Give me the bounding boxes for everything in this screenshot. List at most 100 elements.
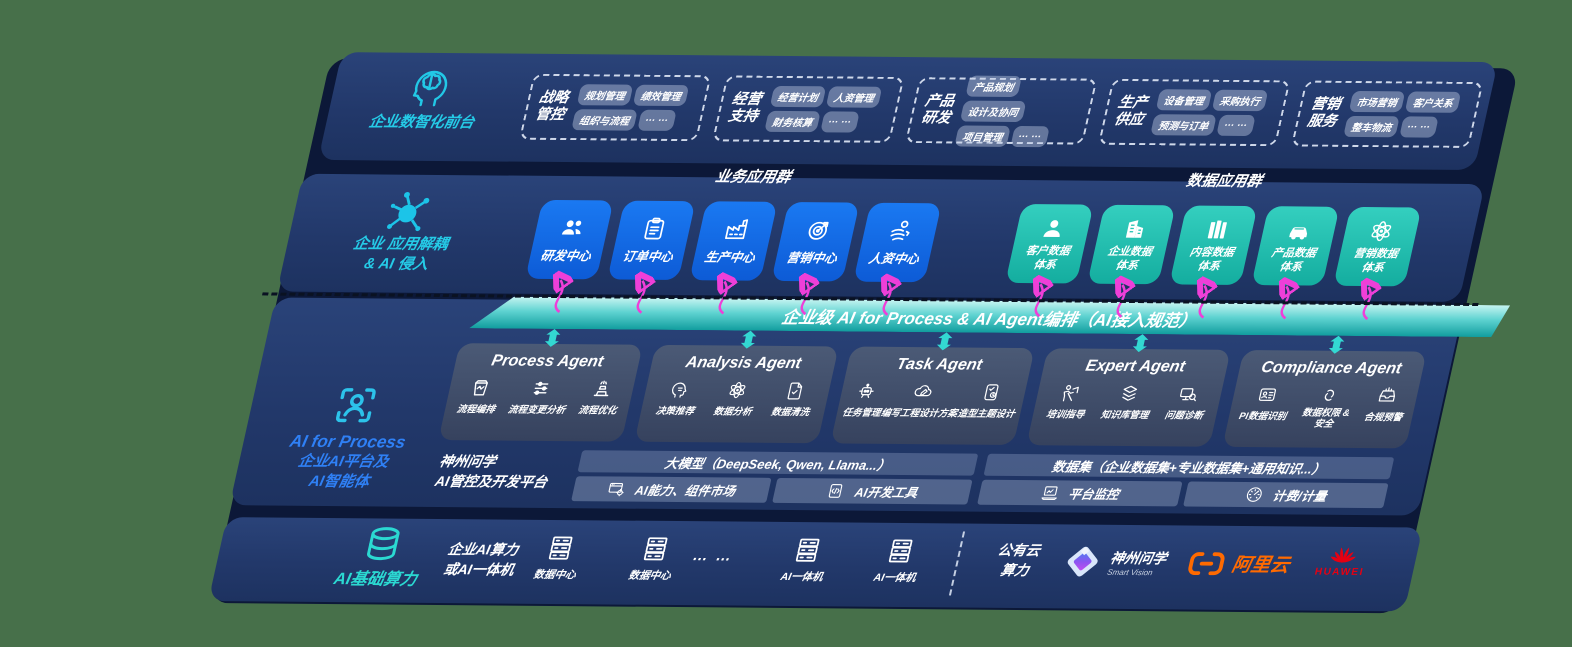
- chip: … …: [820, 111, 860, 133]
- public-cloud-text: 公有云 算力: [972, 540, 1061, 581]
- neuron-icon: [380, 189, 436, 235]
- business-app-boxes: 研发中心 订单中心 生产中心 营销中心 人资中心: [525, 199, 942, 283]
- divider: [948, 531, 966, 596]
- id-card-icon: [1255, 384, 1281, 405]
- item-label: 合规预警: [1362, 412, 1404, 424]
- design-card-icon: [978, 382, 1004, 403]
- chip: 财务核算: [764, 110, 821, 133]
- cloud-edit-icon: [911, 381, 937, 402]
- database-icon: [359, 524, 408, 564]
- dataset-bar: 数据集（企业数据集+专业数据集+通用知识...）: [983, 453, 1395, 480]
- group-title: 战略管控: [533, 89, 571, 124]
- item-label: 任务管理: [841, 407, 882, 419]
- compliance-agent-box: Compliance Agent PI数据识别 数据权限 & 安全 合规预警: [1222, 349, 1427, 449]
- item-label: 流程编排: [455, 404, 496, 416]
- rd-center-box: 研发中心: [525, 199, 614, 280]
- ellipsis-text: … …: [691, 547, 736, 565]
- group-title: 生产供应: [1112, 94, 1150, 129]
- agent-items: PI数据识别 数据权限 & 安全 合规预警: [1226, 384, 1419, 431]
- customer-data-box: 客户数据体系: [1005, 204, 1094, 284]
- ai-platform-title-zh1: 企业AI平台及: [296, 452, 391, 471]
- agent-title: Process Agent: [489, 352, 606, 371]
- permission-icon: [1317, 385, 1343, 406]
- group-production-supply: 生产供应 设备管理 采购执行 预测与订单 … …: [1097, 78, 1291, 147]
- aliyun-logo: 阿里云: [1186, 550, 1293, 578]
- item-label: 流程变更分析: [506, 404, 567, 417]
- platform-row: 神州问学 AI管控及开发平台 大模型（DeepSeek, Qwen, Llama…: [430, 449, 1422, 511]
- dataset-cells: 平台监控 计费/计量: [977, 479, 1389, 509]
- ai-platform-label: AI for Process 企业AI平台及 AI智能体: [249, 382, 449, 494]
- agent-item: 问题诊断: [1164, 383, 1210, 422]
- enterprise-data-box: 企业数据体系: [1087, 204, 1176, 285]
- ai-devtools-cell: AI开发工具: [772, 477, 973, 505]
- chip: 规划管理: [576, 84, 634, 106]
- group-strategy: 战略管控 规划管理 绩效管理 组织与流程 … …: [518, 73, 712, 142]
- production-center-box: 生产中心: [689, 201, 778, 281]
- gauge-icon: [1243, 485, 1266, 504]
- server-icon: [882, 536, 919, 566]
- app-layer-label: 企业 应用解耦 & AI 侵入: [309, 188, 498, 274]
- item-label: PI数据识别: [1237, 410, 1288, 423]
- ai-appliance-node: AI一体机: [758, 535, 853, 585]
- front-office-layer: 企业数智化前台 战略管控 规划管理 绩效管理 组织与流程 … … 经营支持 经营…: [318, 52, 1498, 170]
- agent-title: Task Agent: [895, 355, 984, 374]
- factory-icon: [720, 216, 752, 242]
- agent-items: 任务管理 编写工程设计方案 造型主题设计: [836, 381, 1027, 421]
- group-operation: 经营支持 经营计划 人资管理 财务核算 … …: [711, 75, 905, 143]
- node-label: AI一体机: [779, 570, 825, 584]
- agent-item: 数据清洗: [770, 380, 816, 418]
- agent-items: 流程编排 流程变更分析 流程优化: [444, 377, 635, 417]
- atom-icon: [725, 379, 751, 400]
- content-data-box: 内容数据体系: [1169, 205, 1258, 285]
- cloud-line1: 公有云: [996, 541, 1042, 559]
- infrastructure-layer: AI基础算力 企业AI算力 或AI一体机 数据中心 数据中心 … … AI一体机…: [208, 517, 1423, 612]
- agent-item: 数据权限 & 安全: [1293, 385, 1361, 431]
- diagnose-icon: [1176, 383, 1202, 404]
- item-label: 决策推荐: [654, 405, 696, 418]
- model-half: 大模型（DeepSeek, Qwen, Llama...） AI能力、组件市场 …: [571, 450, 979, 505]
- item-label: 数据权限 & 安全: [1300, 407, 1351, 430]
- server-icon: [542, 533, 579, 563]
- agent-items: 培训指导 知识库管理 问题诊断: [1032, 382, 1223, 422]
- chip: 客户关系: [1404, 91, 1462, 113]
- alert-mail-icon: [1375, 385, 1401, 406]
- agent-title: Analysis Agent: [684, 354, 803, 373]
- agent-item: PI数据识别: [1238, 384, 1293, 422]
- model-bar: 大模型（DeepSeek, Qwen, Llama...）: [577, 450, 979, 476]
- chip: 绩效管理: [632, 84, 690, 107]
- building-icon: [1119, 216, 1151, 242]
- chip: 采购执行: [1211, 89, 1269, 112]
- target-icon: [802, 217, 834, 243]
- team-icon: [556, 215, 588, 241]
- platform-name: 神州问学 AI管控及开发平台: [433, 452, 592, 492]
- agent-item: 造型主题设计: [956, 382, 1021, 420]
- cell-label: AI能力、组件市场: [633, 483, 737, 499]
- chip: 整车物流: [1343, 115, 1400, 138]
- huawei-logo: HUAWEI: [1314, 537, 1372, 578]
- agent-item: 数据分析: [712, 379, 758, 418]
- chip-list: 设备管理 采购执行 预测与订单 … …: [1150, 89, 1277, 137]
- marketing-center-box: 营销中心: [771, 202, 860, 282]
- atom-icon: [1365, 218, 1397, 244]
- head-idea-icon: [667, 379, 693, 400]
- chip: 设计及协同: [959, 100, 1027, 122]
- model-cells: AI能力、组件市场 AI开发工具: [571, 476, 973, 505]
- aliyun-bracket-icon: [1186, 550, 1228, 576]
- smartvision-logo: 神州问学 Smart Vision: [1059, 542, 1169, 581]
- person-motion-icon: [884, 218, 916, 244]
- datacenter-node: 数据中心: [606, 534, 701, 584]
- cell-label: 计费/计量: [1271, 489, 1328, 504]
- expert-agent-box: Expert Agent 培训指导 知识库管理 问题诊断: [1026, 348, 1231, 447]
- user-icon: [1037, 215, 1069, 241]
- chip-list: 规划管理 绩效管理 组织与流程 … …: [571, 84, 698, 131]
- group-title: 经营支持: [726, 91, 764, 125]
- agent-item: 流程优化: [577, 378, 623, 417]
- chip: … …: [637, 109, 677, 131]
- node-label: 数据中心: [627, 569, 673, 582]
- agent-boxes: Process Agent 流程编排 流程变更分析 流程优化 Analysis …: [438, 343, 1427, 449]
- monitor-icon: [1039, 483, 1062, 502]
- agent-item: 合规预警: [1363, 385, 1409, 423]
- marketing-data-box: 营销数据体系: [1333, 206, 1422, 287]
- smartvision-gem-icon: [1059, 542, 1105, 580]
